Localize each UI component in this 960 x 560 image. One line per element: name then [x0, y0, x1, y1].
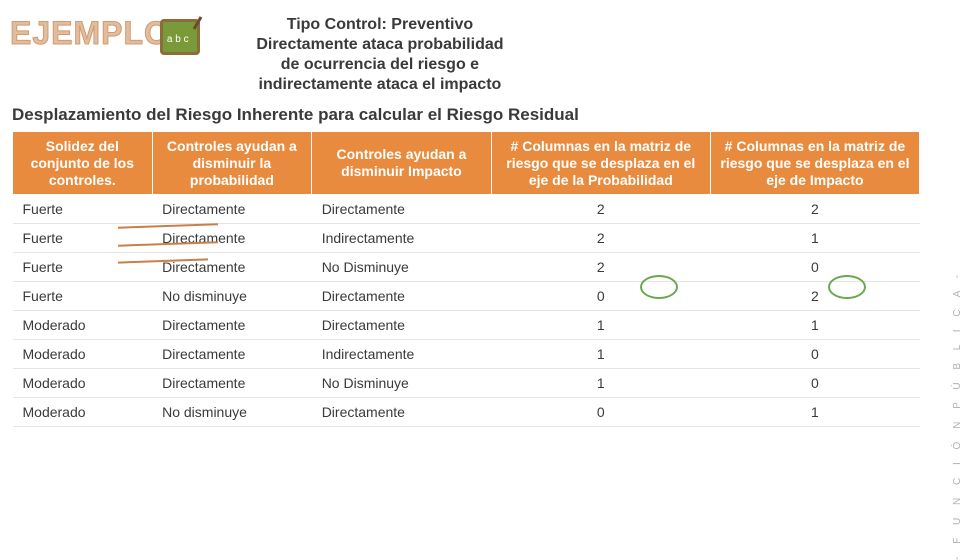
table-row: ModeradoDirectamenteNo Disminuye10	[13, 369, 920, 398]
table-cell: Directamente	[152, 224, 312, 253]
table-cell: 2	[491, 224, 710, 253]
table-body: FuerteDirectamenteDirectamente22FuerteDi…	[13, 195, 920, 427]
table-row: FuerteDirectamenteIndirectamente21	[13, 224, 920, 253]
chalkboard-icon: a b c	[160, 19, 200, 55]
table-header-cell: Controles ayudan a disminuir Impacto	[312, 132, 492, 195]
table-header-cell: Solidez del conjunto de los controles.	[13, 132, 153, 195]
table-cell: Directamente	[152, 311, 312, 340]
table-cell: 2	[710, 282, 919, 311]
tipo-control-label: Tipo Control:	[287, 16, 392, 33]
header-description: Tipo Control: Preventivo Directamente at…	[250, 15, 510, 95]
pointer-stick-icon	[193, 16, 203, 30]
board-letters: a b c	[167, 34, 189, 45]
table-cell: 1	[710, 311, 919, 340]
side-label: - F U N C I Ó N P Ú B L I C A -	[952, 270, 960, 560]
table-cell: No disminuye	[152, 282, 312, 311]
table-cell: Directamente	[152, 340, 312, 369]
table-cell: 1	[491, 369, 710, 398]
table-cell: No Disminuye	[312, 253, 492, 282]
table-cell: Fuerte	[13, 195, 153, 224]
table-cell: 2	[491, 195, 710, 224]
tipo-control-value: Preventivo	[391, 16, 473, 33]
table-cell: 0	[710, 369, 919, 398]
table-cell: 2	[710, 195, 919, 224]
table-cell: 2	[491, 253, 710, 282]
tipo-control-text: Directamente ataca probabilidad de ocurr…	[256, 36, 503, 93]
table-header-cell: # Columnas en la matriz de riesgo que se…	[710, 132, 919, 195]
table-cell: No disminuye	[152, 398, 312, 427]
table-cell: 0	[710, 253, 919, 282]
table-cell: 1	[491, 311, 710, 340]
table-cell: Fuerte	[13, 253, 153, 282]
table-cell: Fuerte	[13, 282, 153, 311]
table-cell: 1	[710, 398, 919, 427]
table-cell: Directamente	[152, 195, 312, 224]
table-cell: Directamente	[312, 311, 492, 340]
top-area: EJEMPLO a b c Tipo Control: Preventivo D…	[0, 0, 960, 95]
table-row: ModeradoDirectamenteIndirectamente10	[13, 340, 920, 369]
ejemplo-title: EJEMPLO	[10, 15, 170, 52]
table-cell: Moderado	[13, 340, 153, 369]
table-row: FuerteDirectamenteNo Disminuye20	[13, 253, 920, 282]
table-cell: Indirectamente	[312, 224, 492, 253]
table-cell: Fuerte	[13, 224, 153, 253]
table-cell: Moderado	[13, 311, 153, 340]
table-cell: Directamente	[152, 253, 312, 282]
table-header-cell: # Columnas en la matriz de riesgo que se…	[491, 132, 710, 195]
table-cell: 0	[710, 340, 919, 369]
table-cell: Directamente	[312, 195, 492, 224]
table-header-cell: Controles ayudan a disminuir la probabil…	[152, 132, 312, 195]
table-cell: 0	[491, 398, 710, 427]
table-row: FuerteNo disminuyeDirectamente02	[13, 282, 920, 311]
risk-table: Solidez del conjunto de los controles.Co…	[12, 131, 920, 427]
table-header-row: Solidez del conjunto de los controles.Co…	[13, 132, 920, 195]
table-row: ModeradoDirectamenteDirectamente11	[13, 311, 920, 340]
table-cell: 1	[491, 340, 710, 369]
table-row: FuerteDirectamenteDirectamente22	[13, 195, 920, 224]
table-cell: Moderado	[13, 369, 153, 398]
section-subtitle: Desplazamiento del Riesgo Inherente para…	[0, 95, 960, 131]
table-cell: Moderado	[13, 398, 153, 427]
table-cell: Directamente	[312, 398, 492, 427]
table-cell: Directamente	[152, 369, 312, 398]
table-cell: Directamente	[312, 282, 492, 311]
table-row: ModeradoNo disminuyeDirectamente01	[13, 398, 920, 427]
table-cell: No Disminuye	[312, 369, 492, 398]
table-cell: Indirectamente	[312, 340, 492, 369]
table-cell: 1	[710, 224, 919, 253]
table-cell: 0	[491, 282, 710, 311]
